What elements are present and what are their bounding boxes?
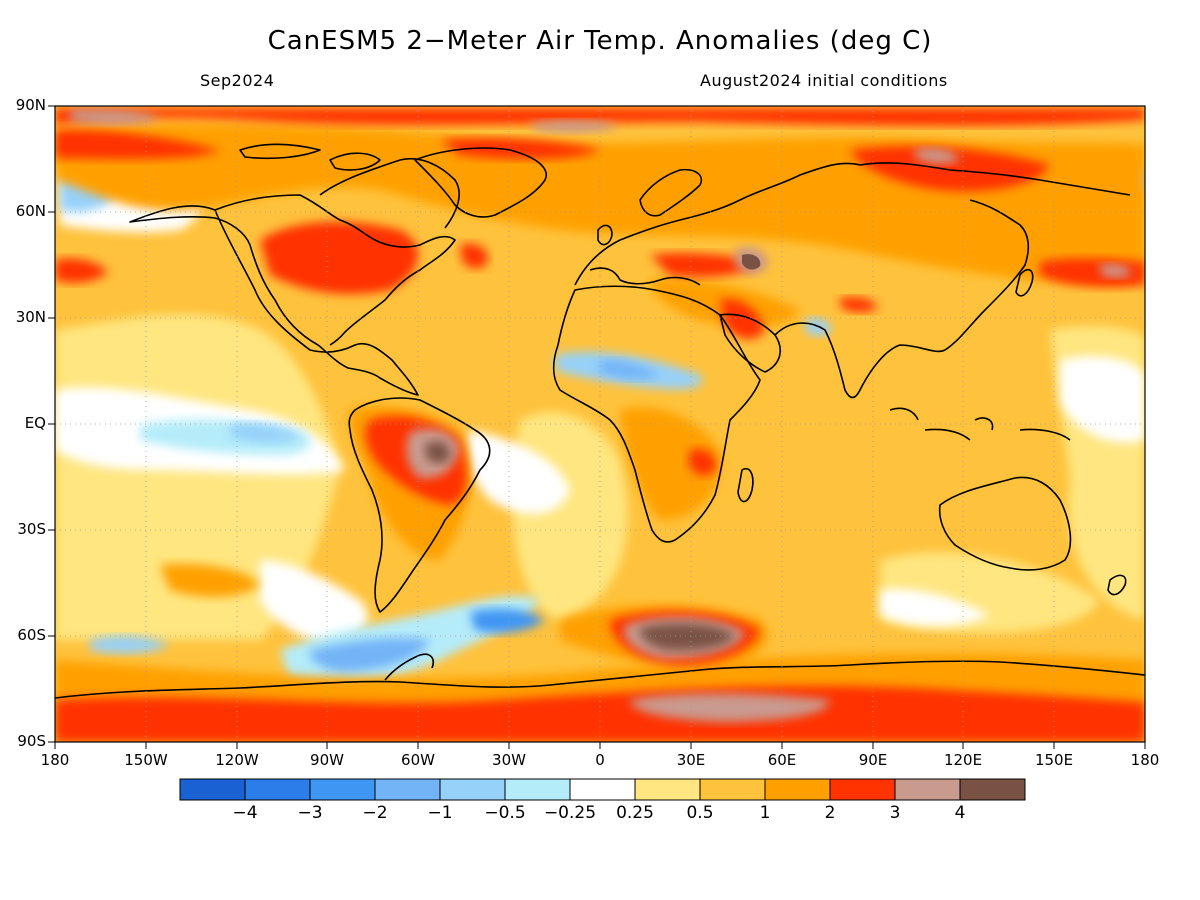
colorbar-tick-label: 2: [824, 803, 836, 823]
colorbar-tick-label: −1: [427, 803, 453, 823]
colorbar-tick-label: 1: [759, 803, 771, 823]
lat-label-30n: 30N: [15, 308, 46, 326]
lon-label-90e: 90E: [858, 751, 888, 769]
init-note: August2024 initial conditions: [700, 71, 948, 90]
lat-label-90s: 90S: [17, 732, 46, 750]
colorbar-tick-label: −4: [232, 803, 258, 823]
gridlines: [55, 106, 1145, 742]
colorbar-swatch: [179, 778, 246, 801]
colorbar-swatch: [504, 778, 571, 801]
lat-label-90n: 90N: [15, 96, 46, 114]
colorbar-tick-label: 0.5: [686, 803, 714, 823]
colorbar-swatch: [439, 778, 506, 801]
colorbar-tick-label: 0.25: [616, 803, 654, 823]
colorbar-swatch: [764, 778, 831, 801]
axis-ticks: [48, 105, 1146, 749]
colorbar-tick-label: −0.25: [543, 803, 597, 823]
lon-label-120w: 120W: [215, 751, 259, 769]
lat-label-30s: 30S: [17, 520, 46, 538]
colorbar-tick-label: −3: [297, 803, 323, 823]
lat-label-eq: EQ: [24, 414, 46, 432]
lon-label-60e: 60E: [767, 751, 797, 769]
lon-label-150e: 150E: [1034, 751, 1074, 769]
lon-label-60w: 60W: [401, 751, 435, 769]
coastlines: [55, 143, 1145, 699]
lat-label-60n: 60N: [15, 202, 46, 220]
lon-label-90w: 90W: [310, 751, 344, 769]
colorbar-swatch: [244, 778, 311, 801]
colorbar-tick-label: −2: [362, 803, 388, 823]
lon-label-120e: 120E: [943, 751, 983, 769]
colorbar-tick-label: 4: [954, 803, 966, 823]
colorbar-swatch: [959, 778, 1026, 801]
colorbar-swatch: [829, 778, 896, 801]
colorbar-swatch: [634, 778, 701, 801]
lon-label-180w: 180: [40, 751, 70, 769]
lon-label-150w: 150W: [124, 751, 168, 769]
lon-label-0: 0: [595, 751, 605, 769]
colorbar-swatch: [309, 778, 376, 801]
valid-month: Sep2024: [200, 71, 275, 90]
colorbar-swatch: [569, 778, 636, 801]
colorbar-tick-label: −0.5: [484, 803, 526, 823]
colorbar-tick-label: 3: [889, 803, 901, 823]
lon-label-180e: 180: [1130, 751, 1160, 769]
map-title: CanESM5 2−Meter Air Temp. Anomalies (deg…: [267, 26, 933, 56]
lat-label-60s: 60S: [17, 626, 46, 644]
colorbar-swatch: [374, 778, 441, 801]
colorbar: [179, 778, 1026, 801]
lon-label-30e: 30E: [676, 751, 706, 769]
colorbar-swatch: [699, 778, 766, 801]
colorbar-swatch: [894, 778, 961, 801]
lon-label-30w: 30W: [492, 751, 526, 769]
